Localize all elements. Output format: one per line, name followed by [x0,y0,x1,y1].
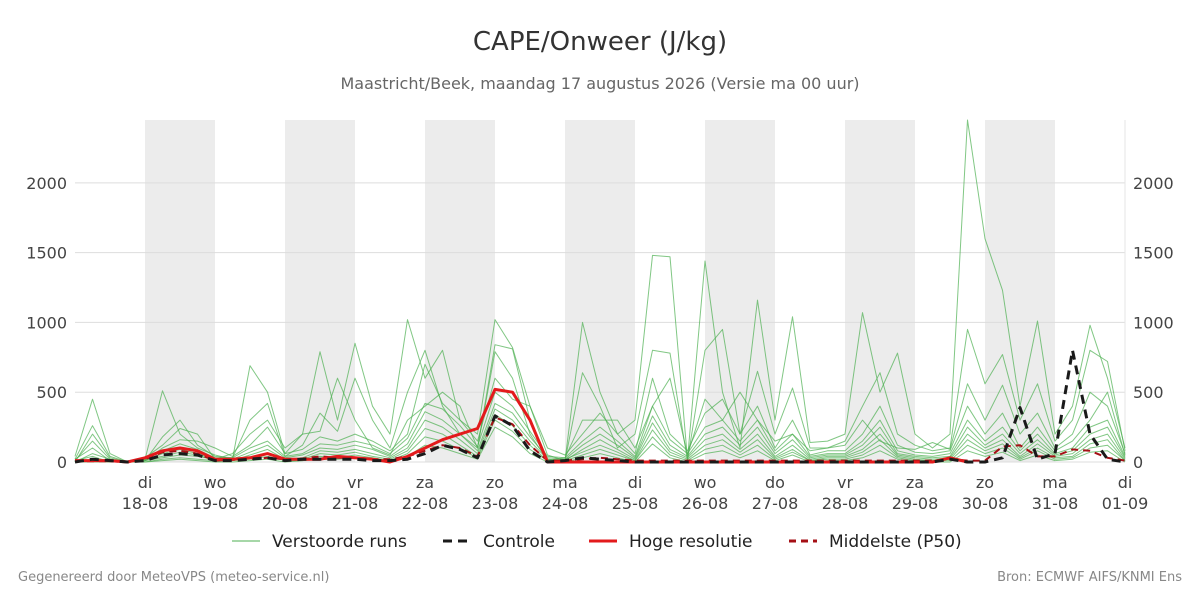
y-axis-right-ticks: 0 500 1000 1500 2000 [1133,174,1174,472]
series-line-ensemble-12 [75,426,1126,463]
x-tick-date-8: 26-08 [682,494,729,513]
y-tick-right-500: 500 [1133,383,1164,402]
day-band-26-08 [705,120,775,462]
series-line-ensemble-7 [74,391,1126,463]
series-line-ensemble-6 [74,363,1126,463]
x-tick-date-9: 27-08 [752,494,799,513]
y-tick-left-2000: 2000 [26,174,67,193]
legend-label-control: Controle [483,532,555,552]
day-band-18-08 [145,120,215,462]
legend-label-hires: Hoge resolutie [629,532,753,552]
series-line-ensemble-5 [74,351,1126,463]
y-tick-right-2000: 2000 [1133,174,1174,193]
x-tick-date-11: 29-08 [892,494,939,513]
x-tick-date-5: 23-08 [472,494,519,513]
x-tick-date-13: 31-08 [1032,494,1079,513]
day-band-20-08 [285,120,355,462]
day-band-22-08 [425,120,495,462]
y-tick-left-1000: 1000 [26,313,67,332]
legend-label-ensemble: Verstoorde runs [272,532,407,552]
chart-title: CAPE/Onweer (J/kg) [473,27,727,57]
y-tick-left-0: 0 [57,453,67,472]
x-tick-day-8: wo [694,473,717,492]
series-line-control-1 [74,348,1126,464]
x-tick-day-12: zo [976,473,994,492]
x-tick-day-4: za [416,473,434,492]
x-tick-date-14: 01-09 [1102,494,1149,513]
x-tick-day-1: wo [204,473,227,492]
x-tick-date-7: 25-08 [612,494,659,513]
x-tick-day-14: di [1118,473,1133,492]
series-line-ensemble-3 [74,119,1126,463]
x-tick-day-11: za [906,473,924,492]
y-tick-left-500: 500 [36,383,67,402]
x-tick-day-3: vr [347,473,363,492]
x-tick-date-6: 24-08 [542,494,589,513]
x-tick-date-12: 30-08 [962,494,1009,513]
x-axis-ticks: di 18-08 wo 19-08 do 20-08 vr 21-08 za 22-08 zo 23-… [122,473,1149,513]
y-axis-left-ticks: 0 500 1000 1500 2000 [26,174,67,472]
chart-legend: Verstoorde runs Controle Hoge resolutie Mid… [232,532,962,552]
x-tick-day-9: do [765,473,785,492]
x-tick-day-2: do [275,473,295,492]
y-tick-right-1500: 1500 [1133,244,1174,263]
weekend-bands [145,120,1055,462]
legend-label-median: Middelste (P50) [829,532,962,552]
x-tick-day-5: zo [486,473,504,492]
day-band-24-08 [565,120,635,462]
y-tick-right-0: 0 [1133,453,1143,472]
x-tick-date-1: 19-08 [192,494,239,513]
highlight-lines [74,348,1126,464]
x-tick-date-3: 21-08 [332,494,379,513]
day-band-28-08 [845,120,915,462]
x-tick-day-13: ma [1042,473,1067,492]
chart-subtitle: Maastricht/Beek, maandag 17 augustus 202… [340,74,859,93]
generated-by-footer: Gegenereerd door MeteoVPS (meteo-service… [18,570,330,585]
x-tick-date-0: 18-08 [122,494,169,513]
x-tick-day-7: di [628,473,643,492]
x-tick-date-10: 28-08 [822,494,869,513]
x-tick-day-10: vr [837,473,853,492]
x-tick-day-6: ma [552,473,577,492]
source-footer: Bron: ECMWF AIFS/KNMI Ens [997,570,1182,585]
y-tick-left-1500: 1500 [26,244,67,263]
x-tick-date-2: 20-08 [262,494,309,513]
x-tick-day-0: di [138,473,153,492]
x-tick-date-4: 22-08 [402,494,449,513]
y-tick-right-1000: 1000 [1133,313,1174,332]
